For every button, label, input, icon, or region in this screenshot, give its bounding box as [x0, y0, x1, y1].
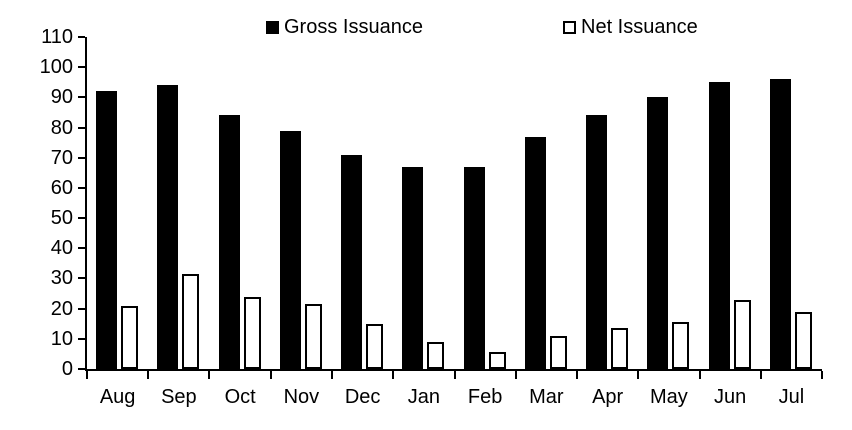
- gross-issuance-bar-sep: [157, 85, 179, 369]
- y-axis-tick-label: 50: [50, 207, 73, 230]
- net-issuance-bar-dec: [366, 323, 383, 369]
- bar-group-aug: [87, 37, 148, 369]
- bar-group-sep: [148, 37, 209, 369]
- x-axis-tick: [514, 371, 517, 379]
- gross-issuance-bar-jul: [769, 79, 791, 369]
- y-axis-tick-label: 100: [39, 56, 73, 79]
- net-issuance-swatch-icon: [563, 20, 576, 34]
- x-axis-label-jun: Jun: [714, 386, 747, 408]
- y-axis-tick: [78, 36, 85, 38]
- y-axis-tick-label: 60: [50, 176, 73, 199]
- x-axis-tick: [637, 371, 640, 379]
- bar-group-nov: [271, 37, 332, 369]
- bar-group-jul: [761, 37, 822, 369]
- y-axis-tick-label: 110: [41, 26, 73, 48]
- bar-group-apr: [577, 37, 638, 369]
- x-axis-tick: [330, 371, 333, 379]
- net-issuance-bar-aug: [121, 305, 138, 369]
- net-issuance-bar-jun: [733, 299, 751, 369]
- y-axis-tick-label: 80: [50, 116, 73, 139]
- y-axis-tick: [78, 66, 85, 69]
- x-axis-tick: [821, 371, 823, 379]
- y-axis-tick-label: 70: [50, 146, 73, 169]
- y-axis-tick-label: 10: [50, 327, 73, 350]
- gross-issuance-bar-jan: [402, 166, 424, 369]
- net-issuance-bar-sep: [182, 273, 200, 369]
- bars-container: [87, 37, 822, 369]
- legend-item-net-issuance: Net Issuance: [563, 17, 698, 37]
- y-axis-tick: [78, 96, 85, 99]
- x-axis-label-oct: Oct: [224, 386, 256, 408]
- gross-issuance-bar-may: [647, 97, 669, 369]
- x-axis-label-feb: Feb: [467, 386, 503, 408]
- y-axis-tick-label: 30: [50, 267, 73, 290]
- gross-issuance-bar-aug: [96, 91, 117, 369]
- bar-group-feb: [455, 37, 516, 369]
- gross-issuance-bar-mar: [524, 136, 546, 369]
- x-axis-tick: [392, 371, 395, 379]
- x-axis-label-aug: Aug: [99, 386, 136, 408]
- gross-issuance-bar-nov: [279, 130, 301, 369]
- x-axis-label-nov: Nov: [283, 386, 320, 408]
- y-axis-tick: [78, 156, 85, 159]
- net-issuance-bar-jul: [794, 311, 812, 369]
- net-issuance-bar-mar: [549, 335, 567, 369]
- y-axis-tick-label: 40: [50, 237, 73, 260]
- plot-area: 0 10 20 30 40 50 60 70 80 90 100 110 Aug Sep Oct Nov Dec…: [40, 27, 823, 407]
- x-axis-label-apr: Apr: [592, 386, 624, 408]
- y-axis-tick: [78, 126, 85, 129]
- net-issuance-bar-may: [672, 322, 690, 369]
- x-axis-label-mar: Mar: [529, 386, 564, 408]
- x-axis-label-jan: Jan: [407, 386, 440, 408]
- x-axis-label-sep: Sep: [161, 386, 197, 408]
- y-axis-tick-label: 90: [50, 86, 73, 109]
- legend-label-net-issuance: Net Issuance: [581, 16, 698, 38]
- x-axis-label-dec: Dec: [344, 386, 381, 408]
- y-axis-tick: [78, 186, 85, 189]
- y-axis-tick: [78, 277, 85, 280]
- y-axis-tick-label: 20: [50, 297, 73, 320]
- gross-issuance-bar-feb: [463, 166, 485, 369]
- net-issuance-bar-feb: [488, 352, 506, 369]
- y-axis-tick: [78, 217, 85, 220]
- y-axis-tick: [78, 307, 85, 310]
- net-issuance-bar-jan: [427, 341, 445, 369]
- bar-group-jun: [700, 37, 761, 369]
- net-issuance-bar-nov: [304, 304, 322, 369]
- x-axis-label-jul: Jul: [778, 386, 805, 408]
- x-axis-tick: [698, 371, 701, 379]
- x-axis-tick: [147, 371, 150, 379]
- x-axis-tick: [453, 371, 456, 379]
- net-issuance-bar-apr: [611, 328, 628, 369]
- net-issuance-bar-oct: [243, 296, 261, 369]
- gross-issuance-bar-jun: [708, 82, 730, 369]
- x-axis-tick: [86, 371, 88, 379]
- y-axis-tick-label: 0: [61, 358, 73, 380]
- x-axis-tick: [269, 371, 272, 379]
- x-axis-tick: [575, 371, 578, 379]
- legend-label-gross-issuance: Gross Issuance: [284, 16, 423, 38]
- x-axis-label-may: May: [649, 386, 688, 408]
- y-axis-tick: [78, 368, 85, 370]
- gross-issuance-bar-oct: [218, 115, 240, 369]
- bar-group-mar: [516, 37, 577, 369]
- bar-group-dec: [332, 37, 393, 369]
- y-axis-tick: [78, 247, 85, 250]
- bar-group-may: [638, 37, 699, 369]
- x-axis-tick: [208, 371, 211, 379]
- bar-group-oct: [210, 37, 271, 369]
- x-axis-tick: [759, 371, 762, 379]
- bar-group-jan: [393, 37, 454, 369]
- gross-issuance-bar-apr: [586, 115, 607, 369]
- gross-issuance-swatch-icon: [266, 20, 279, 34]
- gross-issuance-bar-dec: [341, 154, 362, 369]
- y-axis-tick: [78, 337, 85, 340]
- legend-item-gross-issuance: Gross Issuance: [266, 17, 423, 37]
